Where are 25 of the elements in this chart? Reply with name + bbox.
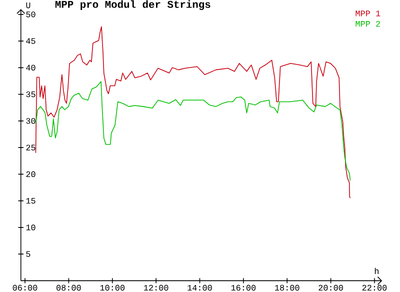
y-tick-label: 30 (26, 118, 36, 124)
y-tick-label: 50 (26, 11, 36, 18)
chart-title: MPP pro Modul der Strings (55, 0, 210, 10)
y-tick-label: 5 (26, 251, 30, 257)
x-tick-label: 12:00 (144, 284, 168, 290)
y-tick-label: 25 (26, 144, 36, 150)
x-tick-label: 16:00 (231, 284, 256, 290)
x-axis-title: h (374, 268, 378, 274)
y-tick-label: 15 (26, 198, 36, 204)
y-tick-label: 10 (26, 224, 36, 230)
y-tick-label: 35 (26, 91, 36, 97)
x-tick-label: 14:00 (188, 284, 212, 290)
x-tick-label: 18:00 (275, 284, 300, 290)
text: MPP 2 (356, 20, 380, 26)
y-tick-label: 40 (26, 64, 36, 70)
x-tick-label: 20:00 (318, 284, 343, 290)
x-tick-label: 10:00 (100, 284, 125, 290)
y-tick-label: 45 (26, 38, 36, 44)
y-axis-title: U (26, 2, 30, 8)
y-tick-label: 20 (26, 171, 36, 177)
x-tick-label: 22:00 (362, 284, 387, 290)
line-series (35, 26, 351, 198)
x-tick-label: 08:00 (56, 284, 81, 290)
text: MPP 1 (356, 10, 380, 16)
x-tick-label: 06:00 (12, 284, 38, 290)
